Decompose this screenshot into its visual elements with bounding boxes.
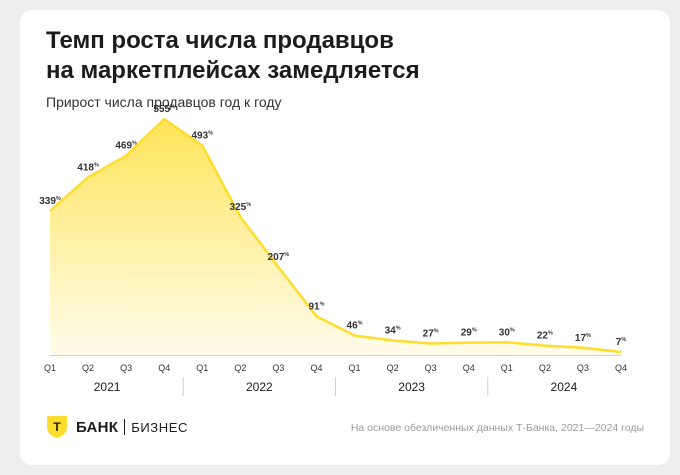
brand-logo: Т БАНК БИЗНЕС: [46, 415, 188, 439]
data-label: 469%: [115, 141, 137, 152]
x-tick-label: Q4: [158, 363, 170, 373]
x-tick-label: Q3: [577, 363, 589, 373]
title-line-2: на маркетплейсах замедляется: [46, 57, 420, 84]
data-label: 555%: [153, 104, 175, 115]
data-label: 493%: [191, 130, 213, 141]
x-tick-label: Q2: [82, 363, 94, 373]
year-label: 2024: [551, 380, 578, 394]
brand-separator: [124, 419, 126, 435]
x-tick-label: Q1: [349, 363, 361, 373]
svg-text:Т: Т: [53, 420, 61, 434]
data-label: 7%: [616, 337, 627, 348]
chart-subtitle: Прирост числа продавцов год к году: [46, 94, 282, 110]
year-label: 2022: [246, 380, 273, 394]
series-line: [49, 117, 622, 354]
data-label: 30%: [499, 327, 515, 338]
data-label: 27%: [423, 329, 439, 340]
x-tick-label: Q2: [234, 363, 246, 373]
title-line-1: Темп роста числа продавцов: [46, 27, 394, 54]
year-label: 2021: [94, 380, 121, 394]
x-tick-label: Q3: [425, 363, 437, 373]
x-tick-label: Q1: [501, 363, 513, 373]
data-label: 207%: [268, 252, 290, 263]
brand-name: БАНК: [76, 418, 119, 436]
x-tick-label: Q4: [463, 363, 475, 373]
year-label: 2023: [398, 380, 425, 394]
x-tick-label: Q1: [196, 363, 208, 373]
data-label: 29%: [461, 328, 477, 339]
x-tick-label: Q1: [44, 363, 56, 373]
data-label: 339%: [39, 196, 61, 207]
shield-logo-icon: Т: [47, 416, 67, 438]
chart-title: Темп роста числа продавцов на маркетплей…: [46, 26, 566, 86]
x-tick-label: Q4: [615, 363, 627, 373]
x-tick-label: Q3: [120, 363, 132, 373]
data-label: 418%: [77, 162, 99, 173]
source-note: На основе обезличенных данных Т-Банка, 2…: [350, 422, 644, 434]
x-tick-label: Q2: [539, 363, 551, 373]
x-tick-label: Q2: [387, 363, 399, 373]
data-label: 34%: [385, 326, 401, 337]
data-label: 91%: [308, 301, 324, 312]
data-label: 17%: [575, 333, 591, 344]
data-label: 22%: [537, 331, 553, 342]
data-label: 325%: [230, 202, 252, 213]
x-tick-label: Q4: [310, 363, 322, 373]
brand-sub: БИЗНЕС: [131, 419, 189, 435]
area-fill: [50, 119, 621, 355]
x-tick-label: Q3: [272, 363, 284, 373]
data-label: 46%: [347, 320, 363, 331]
